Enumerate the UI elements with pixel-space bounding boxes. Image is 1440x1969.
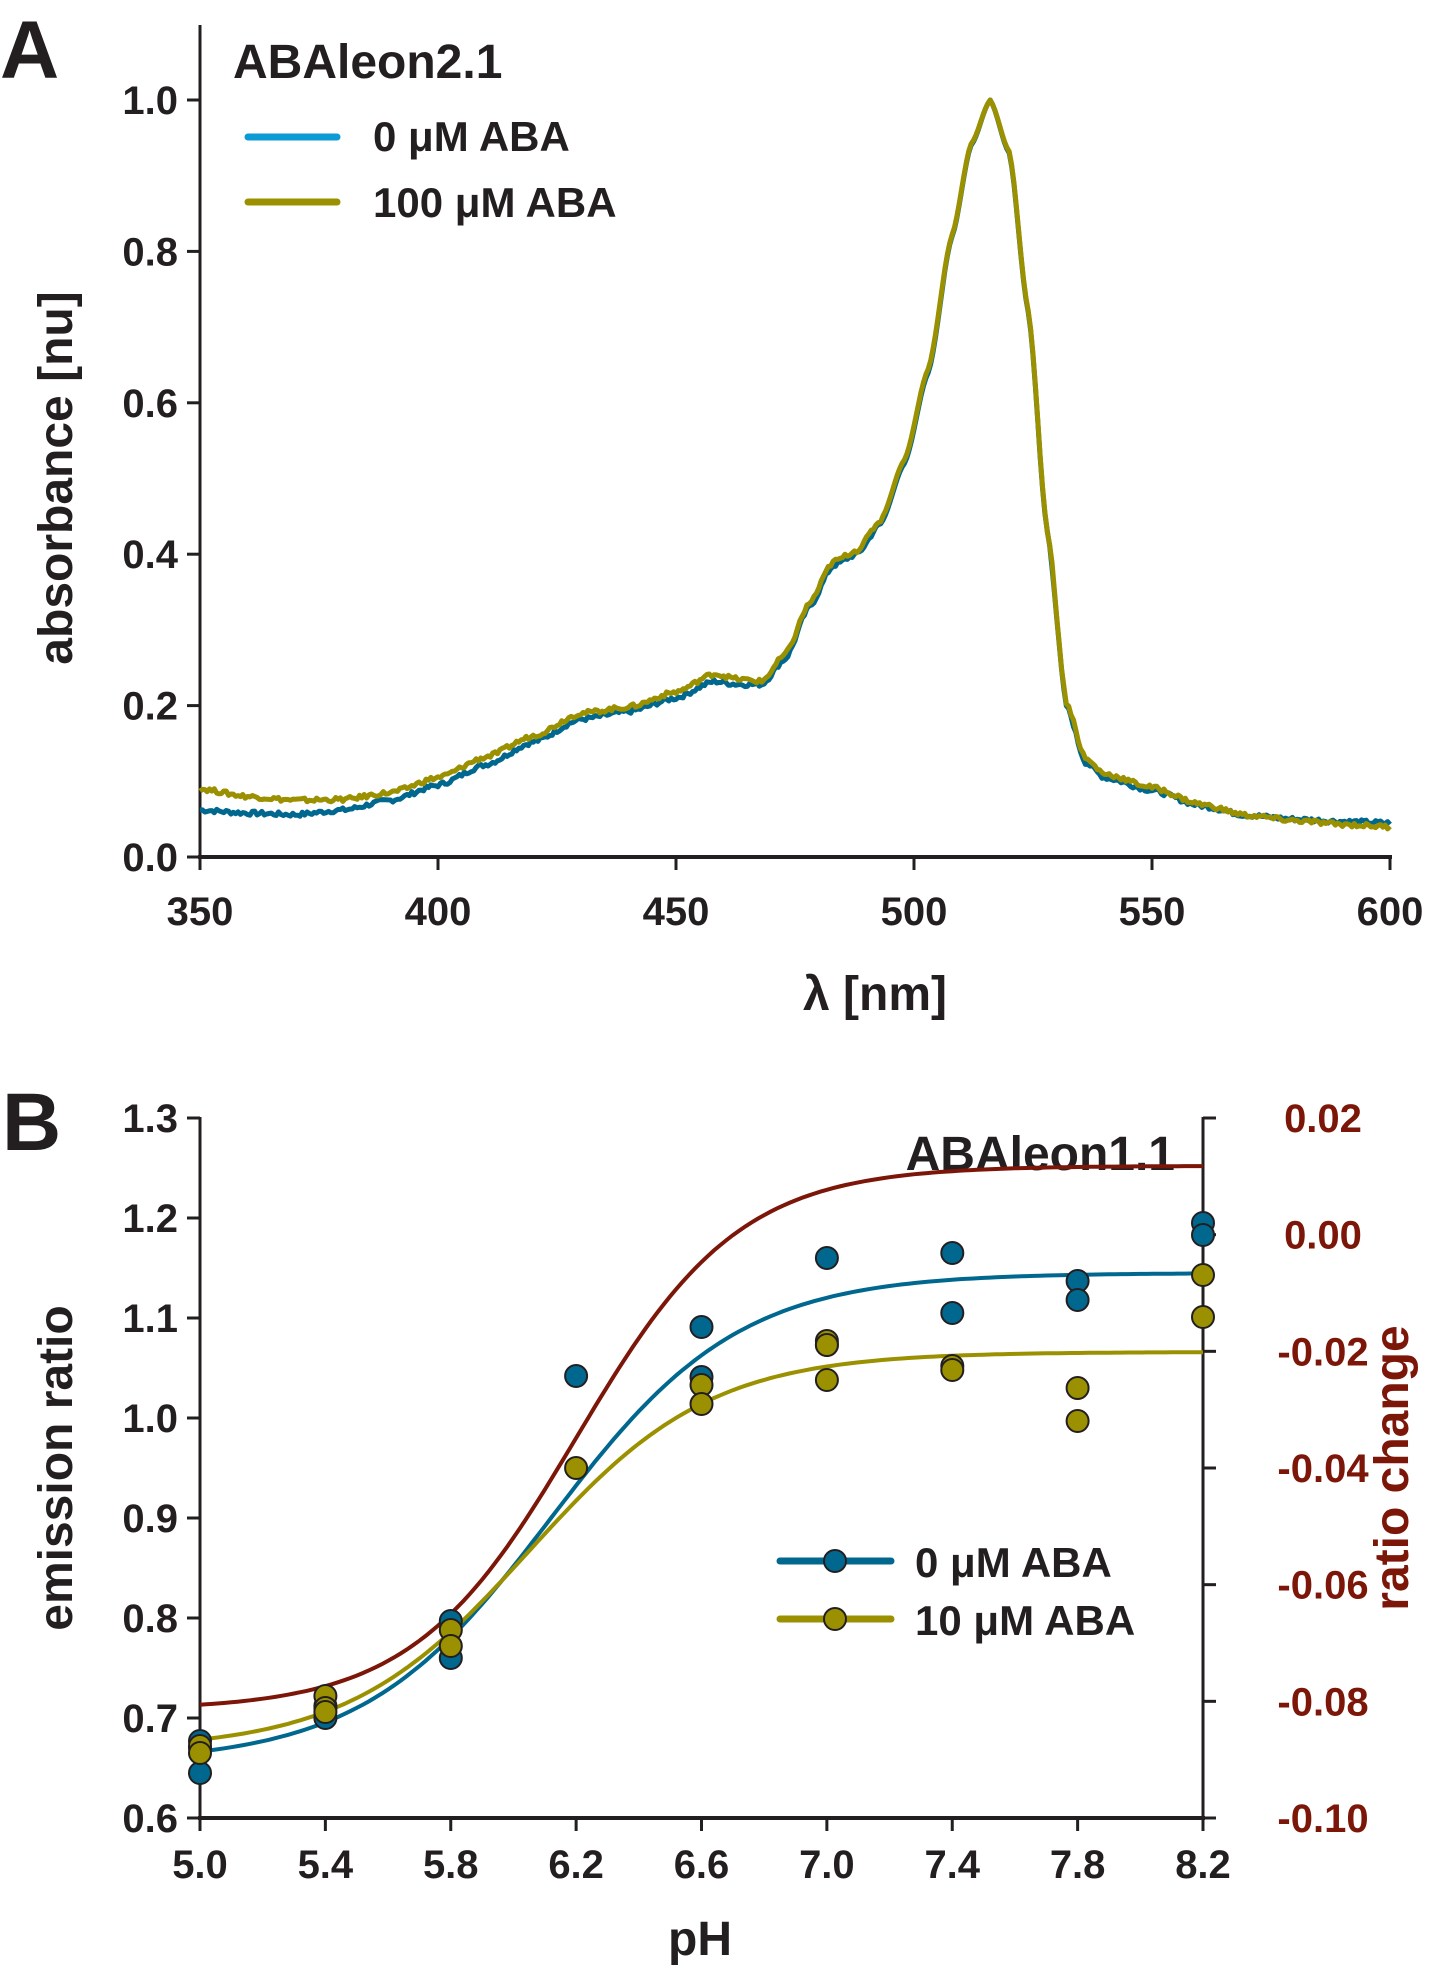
panel-b-x-tick-label: 7.8 — [1050, 1843, 1106, 1887]
data-point-0 — [1065, 1288, 1090, 1312]
data-point-0 — [1191, 1223, 1215, 1247]
legend-label-0uM-b: 0 μM ABA — [915, 1539, 1112, 1586]
fit-curve-0 — [199, 1271, 1203, 1754]
data-point-0 — [814, 1246, 839, 1270]
panel-b-x-tick-label: 7.0 — [799, 1843, 855, 1887]
data-point-1 — [313, 1700, 338, 1724]
panel-b-x-tick-label: 6.2 — [548, 1843, 604, 1887]
panel-b-y2-tick-label: -0.02 — [1277, 1330, 1368, 1374]
panel-b-y-tick-label: 0.7 — [122, 1697, 178, 1741]
panel-a-x-tick-label: 400 — [405, 890, 472, 934]
data-point-0 — [689, 1315, 714, 1339]
panel-a-y-tick-label: 0.2 — [122, 685, 178, 729]
data-point-1 — [564, 1456, 589, 1480]
data-point-1 — [1065, 1409, 1090, 1433]
panel-b-y2-tick-label: -0.08 — [1277, 1680, 1368, 1724]
panel-b-axes: 5.0 5.4 5.8 6.2 6.6 7.0 7.4 7.8 8.2 0.6 0.7 0.8 0.9 1… — [122, 1097, 1369, 1887]
panel-b-y-tick-label: 1.3 — [122, 1097, 178, 1141]
panel-a-x-tick-label: 450 — [643, 890, 710, 934]
panel-b-x-tick-label: 6.6 — [674, 1843, 730, 1887]
panel-b-y2-tick-label: -0.06 — [1277, 1564, 1368, 1608]
legend-label-0uM: 0 μM ABA — [373, 113, 570, 160]
panel-a-x-tick-label: 500 — [881, 890, 948, 934]
data-point-0 — [940, 1241, 965, 1265]
panel-a-label: A — [0, 5, 59, 96]
panel-b-y-axis-label: emission ratio — [30, 1305, 83, 1630]
panel-b-y2-tick-label: -0.04 — [1277, 1447, 1369, 1491]
panel-b-x-tick-label: 5.4 — [298, 1843, 354, 1887]
panel-a-x-tick-label: 350 — [167, 890, 234, 934]
panel-a-y-tick-label: 0.6 — [122, 382, 178, 426]
data-point-1 — [814, 1333, 839, 1357]
panel-b-y-tick-label: 0.8 — [122, 1597, 178, 1641]
legend-marker-0uM-b — [823, 1549, 847, 1573]
panel-b-x-axis-label: pH — [668, 1913, 732, 1966]
panel-a-series — [198, 97, 1392, 832]
data-point-1 — [188, 1741, 212, 1765]
panel-a-axes: 350 400 450 500 550 600 0.0 0.2 0.4 0.6 0.8 1.0 — [122, 25, 1423, 934]
data-point-1 — [814, 1368, 839, 1392]
panel-b-x-tick-label: 5.8 — [423, 1843, 479, 1887]
panel-b-y2-tick-label: -0.10 — [1277, 1797, 1368, 1841]
panel-b-y2-tick-label: 0.00 — [1284, 1214, 1362, 1258]
legend-label-10uM-b: 10 μM ABA — [915, 1597, 1135, 1644]
panel-b-x-tick-label: 8.2 — [1175, 1843, 1231, 1887]
panel-a-x-tick-label: 600 — [1357, 890, 1424, 934]
data-point-1 — [1191, 1305, 1215, 1329]
data-point-1 — [940, 1358, 965, 1382]
panel-b-y2-axis-label: ratio change — [1366, 1325, 1419, 1610]
data-point-0 — [940, 1301, 965, 1325]
panel-a-y-axis-label: absorbance [nu] — [30, 291, 83, 664]
panel-a-x-tick-label: 550 — [1119, 890, 1186, 934]
ratio-change-curve — [199, 1164, 1203, 1707]
panel-b-y-tick-label: 1.1 — [122, 1297, 178, 1341]
panel-b-label: B — [2, 1077, 61, 1168]
data-point-0 — [188, 1761, 212, 1785]
panel-b-legend: 0 μM ABA 10 μM ABA — [776, 1539, 1135, 1644]
panel-b-y-tick-label: 0.6 — [122, 1797, 178, 1841]
data-point-1 — [1191, 1263, 1215, 1287]
panel-b-y-tick-label: 1.0 — [122, 1397, 178, 1441]
panel-b-x-tick-label: 5.0 — [172, 1843, 228, 1887]
panel-b-y2-tick-label: 0.02 — [1284, 1097, 1362, 1141]
panel-a-y-tick-label: 0.0 — [122, 836, 178, 880]
panel-a-y-tick-label: 1.0 — [122, 79, 178, 123]
legend-label-100uM: 100 μM ABA — [373, 179, 617, 226]
panel-b-y-tick-label: 1.2 — [122, 1197, 178, 1241]
panel-b-y-tick-label: 0.9 — [122, 1497, 178, 1541]
panel-a-legend: 0 μM ABA 100 μM ABA — [244, 113, 617, 226]
panel-a-x-axis-label: λ [nm] — [803, 968, 947, 1021]
data-point-1 — [1065, 1376, 1090, 1400]
panel-b-series — [188, 1164, 1215, 1785]
panel-a-y-tick-label: 0.4 — [122, 533, 178, 577]
legend-marker-10uM-b — [823, 1607, 847, 1631]
spectrum-line-1 — [198, 97, 1392, 832]
data-point-1 — [689, 1392, 714, 1416]
data-point-0 — [564, 1364, 589, 1388]
panel-a-y-tick-label: 0.8 — [122, 230, 178, 274]
data-point-1 — [438, 1634, 463, 1658]
panel-b-x-tick-label: 7.4 — [924, 1843, 980, 1887]
panel-a-title: ABAleon2.1 — [233, 36, 502, 89]
